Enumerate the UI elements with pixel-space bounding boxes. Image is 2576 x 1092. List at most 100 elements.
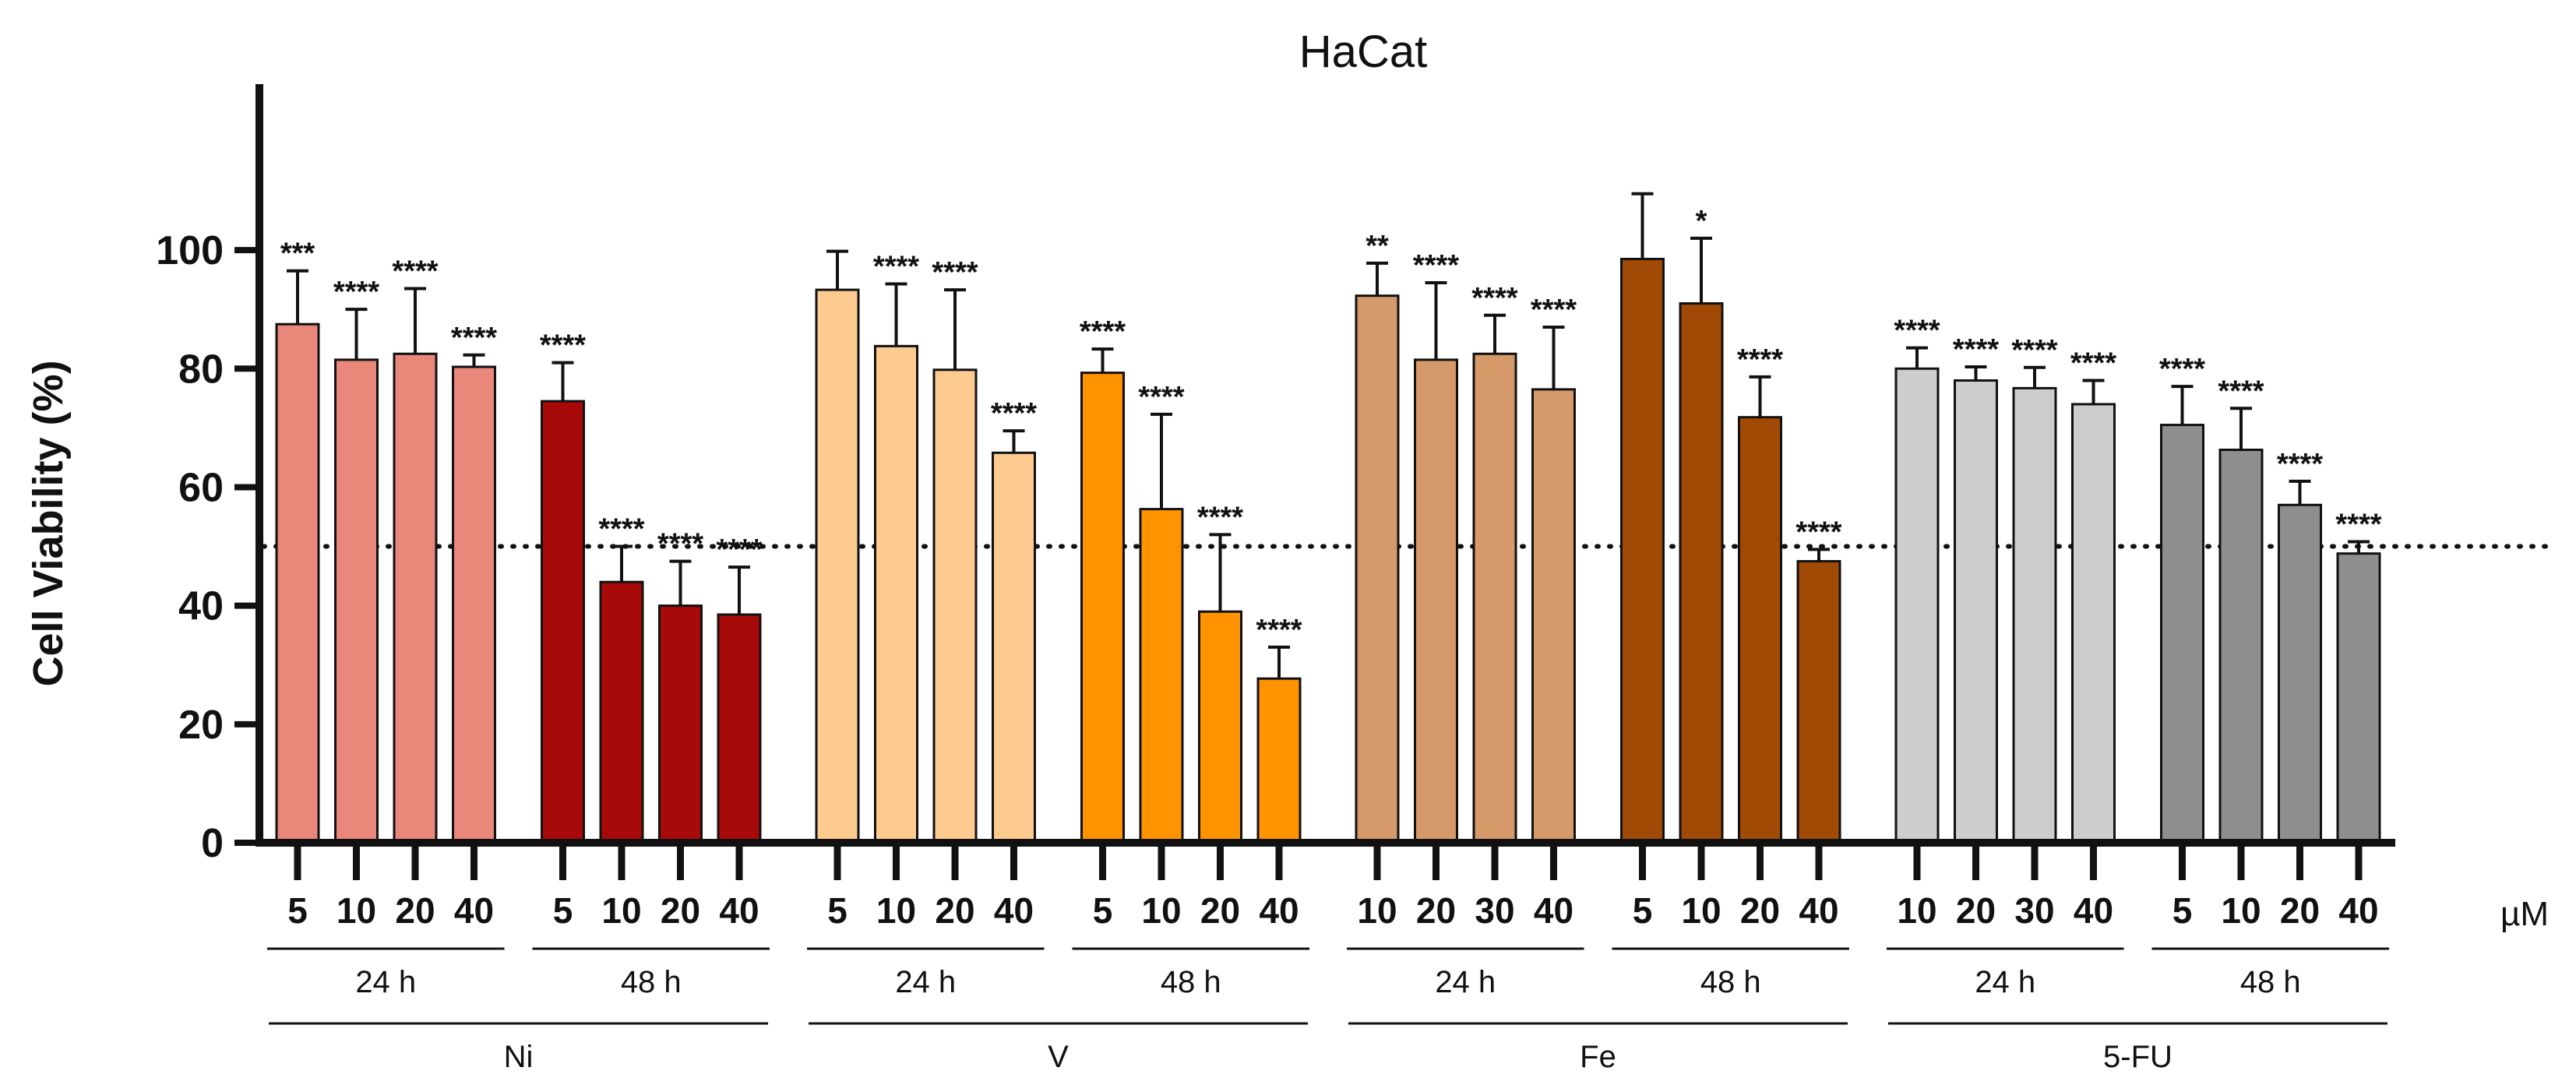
y-tick-label-20: 20 — [178, 703, 224, 748]
x-tick-label-5-FU-48h-40: 40 — [2338, 890, 2378, 931]
bar-Fe-48h-20 — [1738, 416, 1782, 844]
bar-Fe-48h-5 — [1620, 258, 1665, 844]
bar-Fe-24h-10 — [1355, 294, 1400, 844]
metal-label-Ni: Ni — [504, 1040, 534, 1074]
bar-5-FU-24h-20 — [1954, 379, 1998, 844]
x-tick-label-V-24h-10: 10 — [876, 890, 916, 931]
x-tick-label-V-48h-40: 40 — [1259, 890, 1299, 931]
x-tick-label-Ni-48h-10: 10 — [601, 890, 641, 931]
significance-Fe-48h-40: **** — [1795, 516, 1841, 548]
bar-Ni-24h-10 — [334, 358, 379, 844]
x-tick-label-V-48h-20: 20 — [1200, 890, 1240, 931]
significance-V-24h-10: **** — [873, 250, 919, 283]
x-tick-label-5-FU-48h-5: 5 — [2173, 890, 2193, 931]
time-label-5-FU-1: 48 h — [2240, 965, 2301, 999]
x-tick-label-5-FU-24h-30: 30 — [2014, 890, 2054, 931]
x-tick-label-V-24h-20: 20 — [935, 890, 974, 931]
significance-Ni-24h-20: **** — [392, 255, 438, 288]
bar-5-FU-24h-30 — [2012, 386, 2057, 844]
time-label-V-1: 48 h — [1161, 965, 1221, 999]
bar-Fe-24h-40 — [1531, 388, 1576, 844]
y-axis-label: Cell Viability (%) — [25, 360, 72, 686]
bar-V-24h-10 — [874, 344, 918, 844]
significance-Fe-24h-40: **** — [1531, 294, 1577, 326]
x-tick-label-V-48h-10: 10 — [1141, 890, 1181, 931]
significance-Ni-24h-10: **** — [333, 276, 379, 308]
x-tick-label-V-48h-5: 5 — [1093, 890, 1113, 931]
time-label-Fe-1: 48 h — [1700, 965, 1761, 999]
x-tick-label-5-FU-24h-10: 10 — [1897, 890, 1936, 931]
significance-Fe-24h-30: **** — [1471, 282, 1517, 315]
x-tick-label-Fe-24h-20: 20 — [1416, 890, 1456, 931]
x-tick-label-Fe-24h-10: 10 — [1357, 890, 1397, 931]
significance-V-48h-10: **** — [1138, 381, 1184, 414]
bar-V-48h-20 — [1198, 610, 1242, 844]
significance-V-48h-5: **** — [1080, 315, 1126, 348]
significance-5-FU-48h-20: **** — [2277, 448, 2323, 481]
x-tick-label-Fe-48h-10: 10 — [1681, 890, 1721, 931]
significance-Fe-48h-10: * — [1696, 205, 1707, 238]
bar-V-24h-20 — [932, 368, 978, 844]
significance-5-FU-48h-40: **** — [2335, 508, 2381, 541]
significance-Ni-48h-40: **** — [716, 534, 762, 566]
significance-V-48h-20: **** — [1197, 501, 1243, 534]
metal-label-V: V — [1048, 1040, 1069, 1074]
bar-Fe-48h-10 — [1679, 302, 1724, 844]
metal-label-5-FU: 5-FU — [2103, 1040, 2173, 1074]
significance-5-FU-24h-10: **** — [1894, 315, 1940, 347]
bar-V-48h-5 — [1080, 372, 1125, 844]
significance-Ni-48h-10: **** — [598, 513, 644, 546]
time-label-5-FU-0: 24 h — [1975, 965, 2035, 999]
x-tick-label-Fe-48h-5: 5 — [1633, 890, 1653, 931]
bar-5-FU-48h-40 — [2336, 552, 2381, 844]
bar-5-FU-48h-20 — [2278, 503, 2322, 844]
bar-Ni-24h-20 — [393, 352, 438, 844]
bar-Fe-24h-30 — [1472, 352, 1517, 844]
x-tick-label-Fe-48h-20: 20 — [1740, 890, 1780, 931]
y-tick-label-40: 40 — [178, 584, 224, 629]
y-tick-label-100: 100 — [156, 228, 224, 273]
bar-Ni-24h-5 — [275, 322, 320, 844]
x-tick-label-5-FU-48h-20: 20 — [2280, 890, 2320, 931]
bar-Ni-48h-40 — [717, 613, 762, 844]
bar-Fe-48h-40 — [1796, 560, 1841, 844]
bar-5-FU-48h-5 — [2160, 424, 2204, 844]
x-tick-label-5-FU-24h-40: 40 — [2074, 890, 2113, 931]
significance-V-24h-20: **** — [932, 256, 978, 289]
y-tick-label-80: 80 — [178, 347, 224, 392]
x-tick-label-Ni-48h-20: 20 — [661, 890, 700, 931]
time-label-Ni-1: 48 h — [621, 965, 682, 999]
bar-Fe-24h-20 — [1414, 358, 1458, 844]
bar-Ni-24h-40 — [452, 365, 496, 844]
significance-Ni-48h-20: **** — [657, 528, 703, 561]
x-tick-label-V-24h-40: 40 — [994, 890, 1034, 931]
significance-5-FU-24h-40: **** — [2070, 347, 2116, 379]
metal-label-Fe: Fe — [1580, 1040, 1616, 1074]
bar-5-FU-24h-10 — [1894, 367, 1940, 844]
time-label-Ni-0: 24 h — [355, 965, 416, 999]
bar-V-24h-40 — [992, 451, 1036, 844]
significance-5-FU-48h-5: **** — [2159, 353, 2205, 386]
y-tick-label-0: 0 — [201, 821, 224, 866]
x-tick-label-V-24h-5: 5 — [827, 890, 848, 931]
x-tick-label-Ni-48h-40: 40 — [719, 890, 759, 931]
x-tick-label-5-FU-24h-20: 20 — [1956, 890, 1996, 931]
x-tick-label-Ni-24h-10: 10 — [337, 890, 376, 931]
x-tick-label-Ni-24h-5: 5 — [287, 890, 308, 931]
significance-5-FU-24h-20: **** — [1953, 333, 1999, 366]
x-tick-label-Fe-24h-30: 30 — [1475, 890, 1514, 931]
bar-5-FU-24h-40 — [2071, 403, 2116, 844]
significance-Fe-48h-20: **** — [1737, 343, 1783, 376]
bar-Ni-48h-20 — [658, 604, 703, 844]
chart-title: HaCat — [1299, 26, 1427, 77]
significance-Ni-24h-40: **** — [451, 322, 497, 354]
x-tick-label-5-FU-48h-10: 10 — [2221, 890, 2261, 931]
bar-V-24h-5 — [815, 288, 860, 844]
bar-V-48h-40 — [1256, 677, 1302, 844]
bar-5-FU-48h-10 — [2218, 449, 2264, 844]
significance-Ni-24h-5: *** — [280, 238, 315, 270]
significance-Fe-24h-10: ** — [1366, 230, 1389, 262]
